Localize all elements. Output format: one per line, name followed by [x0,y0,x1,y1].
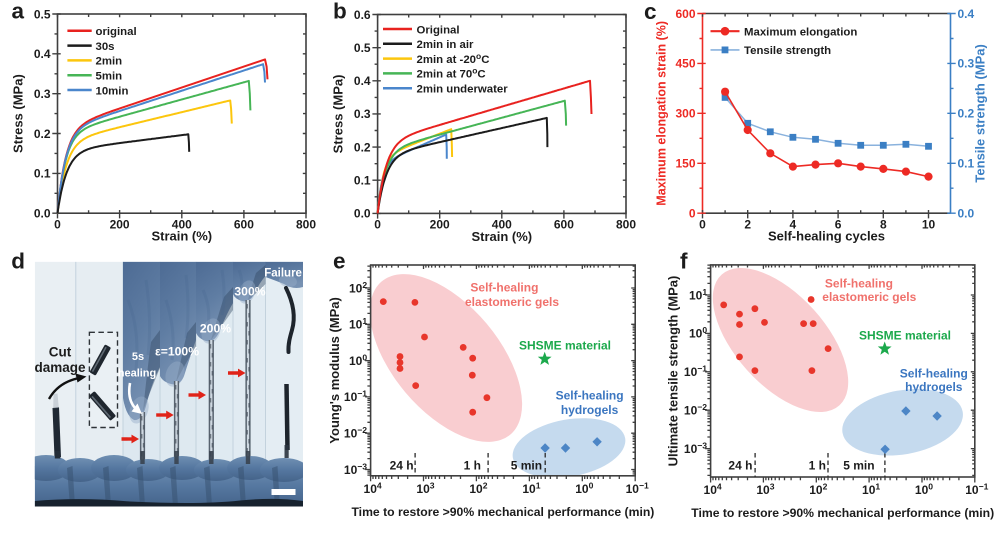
svg-text:600: 600 [554,218,574,232]
svg-text:0: 0 [699,217,706,231]
svg-text:Young's modulus (MPa): Young's modulus (MPa) [327,297,342,444]
svg-text:10min: 10min [96,85,129,97]
svg-text:5 min: 5 min [843,458,874,472]
svg-text:damage: damage [34,360,86,375]
svg-text:c: c [644,0,657,24]
svg-text:Ultimate tensile strength (MPa: Ultimate tensile strength (MPa) [666,276,681,467]
svg-text:200%: 200% [200,322,231,336]
svg-text:8: 8 [880,217,887,231]
svg-text:Cut: Cut [49,345,72,360]
svg-text:Failure: Failure [264,267,302,279]
svg-text:hydrogels: hydrogels [561,403,619,417]
svg-text:2min at 70oC: 2min at 70oC [417,66,486,81]
svg-text:Time to restore >90% mechanica: Time to restore >90% mechanical performa… [691,506,994,520]
svg-text:1 h: 1 h [809,458,826,472]
svg-text:elastomeric gels: elastomeric gels [822,290,916,304]
svg-text:0.2: 0.2 [958,107,975,121]
svg-text:0.3: 0.3 [34,87,51,101]
svg-text:0.4: 0.4 [958,7,975,21]
svg-text:hydrogels: hydrogels [905,380,963,394]
svg-text:0.5: 0.5 [354,41,371,55]
svg-text:0.2: 0.2 [34,127,51,141]
svg-text:2min underwater: 2min underwater [417,84,509,96]
svg-text:4: 4 [790,217,797,231]
svg-text:healing: healing [118,368,157,380]
svg-text:0.2: 0.2 [354,140,371,154]
svg-text:elastomeric gels: elastomeric gels [465,295,559,309]
svg-text:original: original [96,26,137,38]
svg-text:30s: 30s [96,41,115,53]
svg-text:Tensile strength (MPa): Tensile strength (MPa) [972,44,987,182]
svg-text:2min at -20oC: 2min at -20oC [417,51,490,66]
svg-text:Maximum elongation: Maximum elongation [744,27,857,39]
svg-text:0.0: 0.0 [354,207,371,221]
svg-text:150: 150 [675,157,695,171]
svg-text:0: 0 [689,207,696,221]
svg-text:10: 10 [922,217,936,231]
svg-text:0.4: 0.4 [354,74,371,88]
svg-text:0.1: 0.1 [354,174,371,188]
svg-text:Self-healing cycles: Self-healing cycles [768,229,885,244]
svg-text:SHSME material: SHSME material [859,328,951,342]
svg-text:2min: 2min [96,56,123,68]
svg-text:0: 0 [374,218,381,232]
svg-text:200: 200 [110,217,130,231]
svg-text:5 min: 5 min [511,458,542,472]
svg-text:Self-healing: Self-healing [825,276,893,290]
svg-text:24 h: 24 h [728,458,752,472]
svg-text:Stress (MPa): Stress (MPa) [11,74,26,153]
svg-text:0.6: 0.6 [354,8,371,22]
svg-text:600: 600 [234,217,254,231]
svg-text:0: 0 [54,217,61,231]
svg-text:Self-healing: Self-healing [470,281,538,295]
svg-text:5s: 5s [132,351,144,363]
svg-text:200: 200 [430,218,450,232]
svg-text:Self-healing: Self-healing [556,389,624,403]
svg-text:d: d [11,249,25,274]
svg-text:SHSME material: SHSME material [519,338,611,352]
svg-text:400: 400 [172,217,192,231]
svg-text:6: 6 [835,217,842,231]
svg-text:5min: 5min [96,71,123,83]
svg-text:400: 400 [492,218,512,232]
svg-text:0.1: 0.1 [34,167,51,181]
svg-text:ε=100%: ε=100% [155,345,199,359]
svg-text:0.3: 0.3 [354,107,371,121]
svg-text:300: 300 [675,107,695,121]
svg-text:2: 2 [744,217,751,231]
svg-text:Strain (%): Strain (%) [471,229,532,244]
svg-text:300%: 300% [234,285,265,299]
svg-text:0.0: 0.0 [958,207,975,221]
svg-text:600: 600 [675,7,695,21]
svg-text:Time to restore >90% mechanica: Time to restore >90% mechanical performa… [351,505,654,519]
svg-text:Strain (%): Strain (%) [151,229,212,244]
svg-text:Maximum elongation strain (%): Maximum elongation strain (%) [654,21,668,206]
svg-text:800: 800 [296,217,316,231]
svg-text:0.0: 0.0 [34,207,51,221]
svg-text:24 h: 24 h [390,458,414,472]
svg-text:Stress (MPa): Stress (MPa) [331,75,346,154]
svg-text:Original: Original [417,24,460,36]
svg-text:800: 800 [616,218,636,232]
svg-text:0.5: 0.5 [34,7,51,21]
svg-text:0.4: 0.4 [34,47,51,61]
svg-text:1 h: 1 h [464,458,481,472]
svg-text:a: a [12,0,25,24]
svg-text:b: b [333,0,347,24]
svg-text:0.3: 0.3 [958,57,975,71]
svg-text:Self-healing: Self-healing [900,367,968,381]
svg-text:0.1: 0.1 [958,157,975,171]
svg-text:450: 450 [675,57,695,71]
svg-text:2min in air: 2min in air [417,39,475,51]
svg-text:Tensile strength: Tensile strength [744,45,831,57]
svg-text:e: e [333,249,346,274]
svg-text:f: f [680,249,688,274]
